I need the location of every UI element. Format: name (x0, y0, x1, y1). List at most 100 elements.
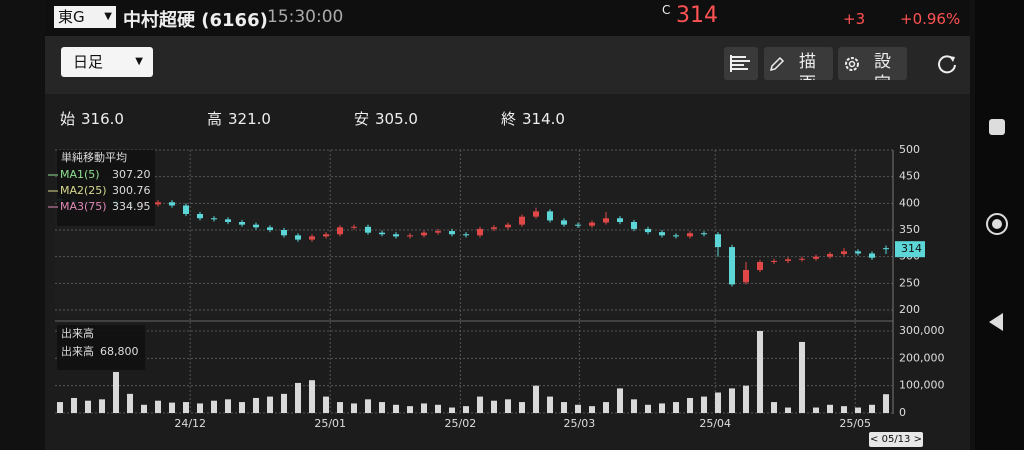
market-select[interactable]: 東G ▼ (54, 6, 116, 28)
candle-body (575, 224, 581, 226)
volume-bar (337, 402, 343, 413)
volume-bar (743, 385, 749, 413)
market: 東G (58, 8, 85, 26)
candle-body (435, 231, 441, 233)
settings-button[interactable]: 設定 (838, 47, 907, 80)
volume-bar (463, 406, 469, 413)
volume-bar (113, 372, 119, 413)
candle-body (547, 211, 553, 221)
candle-body (267, 227, 273, 230)
volume-bar (239, 402, 245, 413)
draw-button[interactable]: 描画 (764, 47, 833, 80)
system-nav (975, 0, 1024, 450)
volume-bar (435, 404, 441, 413)
volume-bar (575, 404, 581, 413)
candle-body (687, 233, 693, 237)
volume-bar (99, 399, 105, 413)
candle-body (771, 260, 777, 262)
candle-body (673, 235, 679, 237)
candle-body (729, 247, 735, 285)
volume-bar (85, 400, 91, 413)
indicator-button[interactable] (724, 47, 758, 80)
volume-bar (477, 396, 483, 413)
volume-bar (799, 341, 805, 413)
ohlc-label: 安 (354, 110, 370, 128)
chart: 20025030035040045050024/1225/0125/0225/0… (48, 143, 945, 430)
volume-bar (757, 331, 763, 413)
candle-body (351, 226, 357, 228)
ohlc-item: 安 305.0 (354, 108, 501, 129)
candle-body (379, 232, 385, 235)
legend-name: 出来高 (61, 344, 94, 358)
candle-body (743, 270, 749, 283)
top-bar: 東G ▼ 中村超硬 (6166) 15:30:00 C 314 +3 +0.96% (45, 0, 970, 36)
volume-bar (225, 399, 231, 413)
volume-bar (701, 396, 707, 413)
candle-body (337, 227, 343, 235)
price-tag-label: 314 (901, 242, 922, 255)
icon (769, 56, 785, 72)
y-tick-label: 200 (899, 303, 920, 316)
candle-body (211, 218, 217, 220)
candle-body (617, 218, 623, 222)
candle-body (715, 234, 721, 248)
volume-bar (827, 404, 833, 413)
volume-bar (211, 400, 217, 413)
candle-body (491, 227, 497, 229)
period-select[interactable]: 日足 ▼ (61, 47, 153, 77)
date-tag[interactable]: < 05/13 > (869, 432, 923, 447)
candle-body (855, 251, 861, 254)
volume-bar (645, 404, 651, 413)
candle-body (813, 256, 819, 259)
back-button[interactable] (987, 312, 1005, 332)
ohlc-value: 316.0 (81, 110, 124, 128)
volume-bar (491, 400, 497, 413)
candle-body (785, 259, 791, 261)
volume-bar (589, 406, 595, 413)
legend-value: 307.20 (112, 168, 151, 181)
volume-bar (631, 399, 637, 413)
legend-name: MA1(5) (60, 168, 100, 181)
volume-bar (533, 385, 539, 413)
volume-bar (505, 399, 511, 413)
recent-apps-button[interactable] (989, 119, 1005, 135)
volume-bar (407, 406, 413, 413)
ohlc-value: 321.0 (228, 110, 271, 128)
legend-title: 出来高 (61, 326, 94, 340)
volume-bar (715, 392, 721, 413)
volume-bar (197, 403, 203, 413)
home-button[interactable] (986, 213, 1008, 235)
volume-bar (169, 402, 175, 413)
candle-body (421, 232, 427, 236)
candle-body (239, 222, 245, 225)
candle-body (631, 222, 637, 229)
legend-title: 単純移動平均 (61, 150, 127, 164)
ohlc-value: 314.0 (522, 110, 565, 128)
candle-body (645, 228, 651, 233)
volume-bar (673, 402, 679, 413)
volume-bar (687, 397, 693, 413)
y-tick-label: 400 (899, 196, 920, 209)
flag: C (662, 3, 671, 17)
volume-bar (771, 402, 777, 413)
candle-body (603, 218, 609, 223)
candle-body (155, 202, 161, 205)
price: 314 (676, 3, 718, 28)
icon (845, 57, 859, 71)
settings-label: 設定 (874, 52, 891, 80)
legend-name: MA2(25) (60, 184, 107, 197)
candle-body (869, 253, 875, 258)
candle-body (449, 231, 455, 235)
toolbar: 日足▼ 描画 設定 (45, 36, 970, 94)
volume-bar (729, 388, 735, 413)
candle-body (477, 228, 483, 236)
volume-bar (183, 402, 189, 413)
volume-bar (365, 399, 371, 413)
x-tick-label: 24/12 (174, 417, 206, 430)
candle-body (505, 224, 511, 228)
volume-bar (421, 403, 427, 413)
volume-bar (281, 393, 287, 413)
x-tick-label: 25/04 (699, 417, 731, 430)
refresh-button[interactable] (936, 53, 958, 75)
y-tick-label: 450 (899, 170, 920, 183)
